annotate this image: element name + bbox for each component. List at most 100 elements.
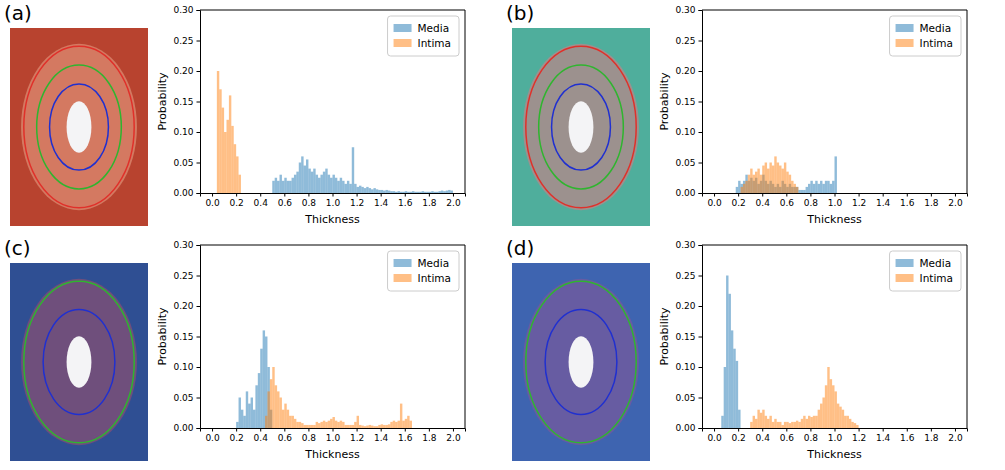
histogram-bar xyxy=(731,330,733,428)
tick: 2.0 xyxy=(948,428,963,443)
histogram-bar xyxy=(287,181,289,193)
histogram-bar xyxy=(248,404,250,428)
tick: 0.00 xyxy=(173,188,200,198)
histogram-bar xyxy=(301,423,303,428)
histogram-bar xyxy=(292,178,294,193)
histogram-bar xyxy=(282,410,284,428)
y-tick-mark xyxy=(699,41,703,42)
tick-label: 0.25 xyxy=(675,271,695,281)
tick: 0.15 xyxy=(173,97,200,107)
histogram-bar xyxy=(361,426,363,428)
histogram-bar xyxy=(796,421,798,428)
tick-label: 0.00 xyxy=(675,188,695,198)
legend-label: Media xyxy=(920,22,952,34)
tick: 1.8 xyxy=(422,193,437,208)
tick-label: 0.2 xyxy=(229,198,243,208)
tick: 0.30 xyxy=(173,240,200,250)
x-tick-mark xyxy=(786,193,787,197)
histogram-bar xyxy=(289,416,291,428)
tick-label: 1.8 xyxy=(924,433,939,443)
y-tick-mark xyxy=(699,163,703,164)
histogram-bar xyxy=(753,416,755,428)
x-tick-mark xyxy=(835,193,836,197)
histogram-bar xyxy=(777,422,779,428)
histogram-bar xyxy=(818,410,820,428)
y-tick-mark xyxy=(197,10,201,11)
histogram-bar xyxy=(243,416,245,428)
histogram-bar xyxy=(277,391,279,428)
histogram-bar xyxy=(779,422,781,428)
histogram-bar xyxy=(296,172,298,193)
histogram-bar xyxy=(246,391,248,428)
axis-line xyxy=(703,194,968,197)
tick: 1.2 xyxy=(852,428,866,443)
tick: 0.0 xyxy=(205,428,220,443)
vessel-wall xyxy=(21,279,137,445)
histogram-bar xyxy=(753,175,755,193)
histogram-bar xyxy=(748,175,750,193)
histogram-bar xyxy=(378,425,380,428)
panel: (d)0.00.20.40.60.81.01.21.41.61.82.00.00… xyxy=(506,236,968,461)
tick: 1.2 xyxy=(350,428,364,443)
plot-frame xyxy=(465,10,466,193)
histogram-bar xyxy=(308,169,310,193)
x-axis: 0.00.20.40.60.81.01.21.41.61.82.0 xyxy=(201,428,466,443)
histogram-bar xyxy=(229,95,231,193)
tick: 1.0 xyxy=(828,193,843,208)
series xyxy=(265,367,412,428)
histogram-bar xyxy=(219,89,221,193)
histogram-bar xyxy=(251,398,253,429)
contour xyxy=(50,84,109,170)
histogram-bar xyxy=(255,385,257,428)
histogram-bar xyxy=(301,156,303,193)
lumen xyxy=(67,101,92,152)
histogram-bar xyxy=(827,367,829,428)
y-tick-mark xyxy=(197,41,201,42)
histogram-bar xyxy=(272,367,274,428)
panel: (b)0.00.20.40.60.81.01.21.41.61.82.00.00… xyxy=(506,1,968,226)
histology-image xyxy=(10,28,148,226)
tick: 0.20 xyxy=(173,66,200,76)
histogram-bar xyxy=(267,391,269,428)
histogram-bar xyxy=(376,189,378,193)
x-tick-mark xyxy=(738,193,739,197)
histogram-bar xyxy=(405,419,407,428)
series xyxy=(741,156,799,193)
tick: 0.10 xyxy=(675,127,702,137)
tick-label: 0.6 xyxy=(780,433,795,443)
legend: MediaIntima xyxy=(388,16,459,56)
histogram-bar xyxy=(777,163,779,194)
x-tick-mark xyxy=(907,193,908,197)
tick: 0.05 xyxy=(173,158,200,168)
x-tick-mark xyxy=(260,428,261,432)
legend-swatch xyxy=(896,274,914,282)
histogram-bar xyxy=(832,181,834,193)
tick-label: 0.10 xyxy=(173,127,193,137)
x-tick-mark xyxy=(381,428,382,432)
histogram-bar xyxy=(359,425,361,428)
tick-label: 0.8 xyxy=(804,433,819,443)
histogram-bar xyxy=(311,425,313,428)
series xyxy=(721,276,740,429)
legend-label: Media xyxy=(920,257,952,269)
histogram-bar xyxy=(347,181,349,193)
histogram-bar xyxy=(765,416,767,428)
contour xyxy=(552,84,611,170)
x-tick-mark xyxy=(333,428,334,432)
tick-label: 1.4 xyxy=(876,433,891,443)
histogram-bar xyxy=(750,169,752,193)
legend-swatch xyxy=(394,259,412,267)
x-tick-mark xyxy=(883,428,884,432)
tick-label: 0.2 xyxy=(731,198,745,208)
legend-swatch xyxy=(394,24,412,32)
y-axis: 0.000.050.100.150.200.250.30 xyxy=(675,240,702,433)
tick: 0.15 xyxy=(675,332,702,342)
series xyxy=(750,367,858,428)
plot-area xyxy=(217,71,453,193)
histogram-bar xyxy=(443,191,445,193)
histogram-bar xyxy=(743,184,745,193)
histogram-bar xyxy=(808,184,810,193)
histogram-bar xyxy=(299,163,301,194)
histogram-bar xyxy=(426,192,428,193)
tick: 0.10 xyxy=(675,362,702,372)
